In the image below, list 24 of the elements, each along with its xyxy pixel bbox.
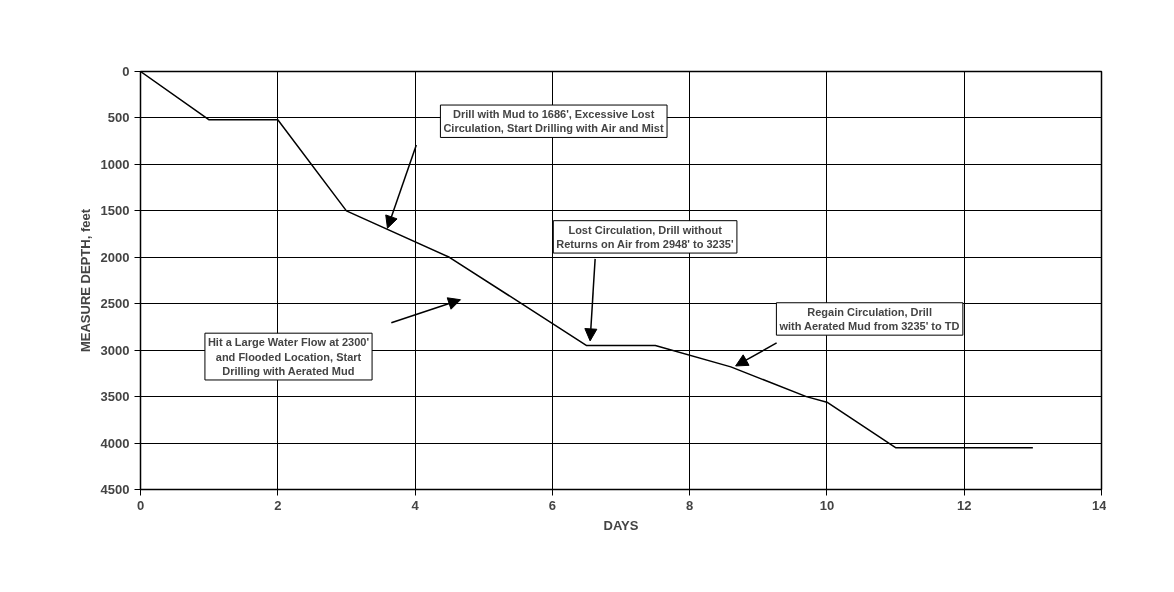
- annotation: Lost Circulation, Drill without Returns on Air from 2948' to 3235': [556, 223, 734, 251]
- y-tick-label: 2000: [100, 249, 130, 265]
- x-tick-label: 14: [1092, 497, 1108, 513]
- y-tick-label: 3000: [100, 342, 130, 358]
- y-tick-label: 4500: [100, 482, 130, 497]
- annotation: Hit a Large Water Flow at 2300' and Flooded Location, Start Drilling with Aerated Mud: [207, 336, 370, 377]
- x-tick-label: 2: [274, 497, 282, 513]
- annotation: Regain Circulation, Drill with Aerated Mud from 3235' to TD: [778, 305, 960, 333]
- x-tick-label: 6: [548, 497, 556, 513]
- x-tick-label: 8: [686, 497, 694, 513]
- annotation: Drill with Mud to 1686', Excessive Lost Circulation, Start Drilling with Air and Mist: [443, 108, 664, 135]
- y-tick-label: 2500: [100, 296, 130, 312]
- y-tick-label: 4000: [100, 435, 130, 451]
- y-tick-label: 1000: [100, 156, 130, 172]
- y-axis-title: MEASURE DEPTH, feet: [77, 208, 93, 353]
- y-tick-label: 0: [122, 64, 130, 79]
- x-tick-label: 4: [411, 497, 420, 513]
- x-tick-label: 10: [819, 497, 835, 513]
- x-tick-label: 12: [956, 497, 972, 513]
- y-tick-label: 3500: [100, 389, 130, 405]
- y-tick-label: 500: [107, 110, 130, 126]
- x-tick-label: 0: [136, 497, 145, 513]
- y-tick-label: 1500: [100, 203, 130, 219]
- x-axis-title: DAYS: [603, 517, 639, 533]
